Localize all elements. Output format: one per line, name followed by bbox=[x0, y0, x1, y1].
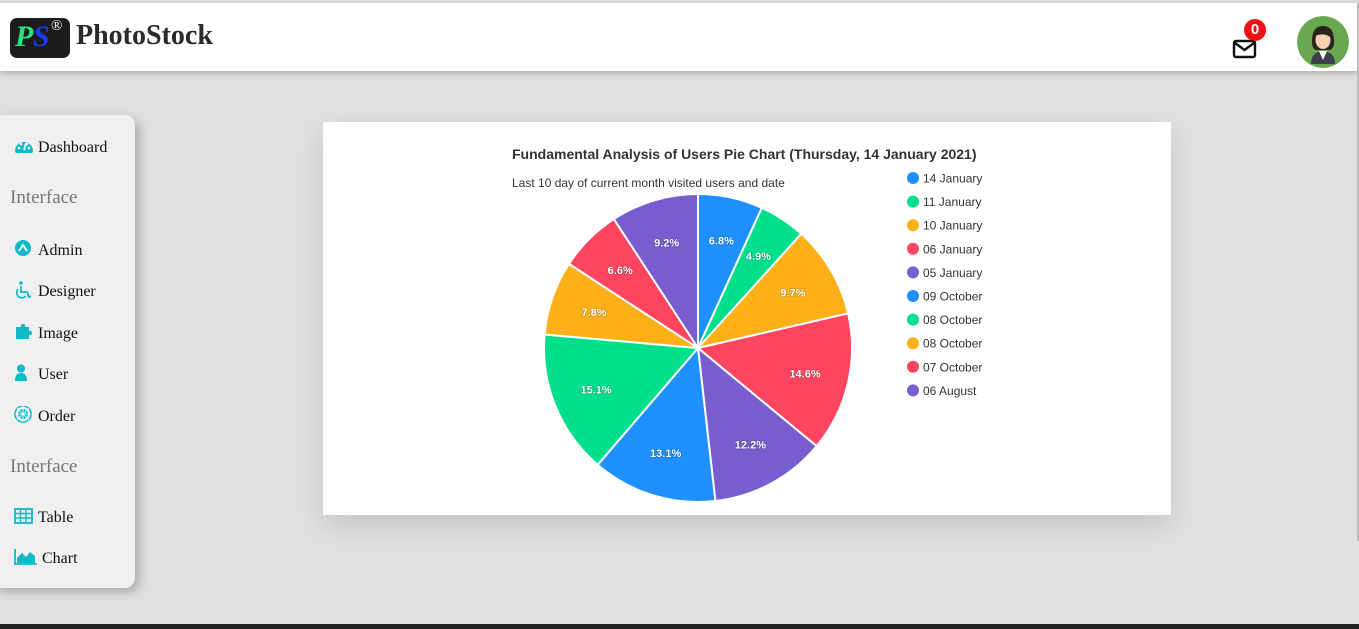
sidebar-item-chart[interactable]: Chart bbox=[14, 548, 78, 570]
pie-data-label: 6.6% bbox=[608, 265, 633, 277]
user-icon bbox=[15, 364, 27, 381]
legend-label: 06 January bbox=[923, 242, 982, 256]
legend-marker bbox=[907, 242, 919, 255]
sidebar-item-label: Dashboard bbox=[38, 139, 108, 156]
legend-item[interactable]: 08 October bbox=[907, 337, 982, 351]
pie-data-label: 9.7% bbox=[780, 287, 805, 299]
avatar-image bbox=[1297, 16, 1349, 68]
legend-marker bbox=[907, 219, 919, 232]
legend-label: 11 January bbox=[923, 195, 981, 209]
pie-slice[interactable] bbox=[612, 192, 699, 352]
sidebar-item-label: Image bbox=[38, 325, 78, 342]
pie-data-label: 9.2% bbox=[654, 238, 679, 250]
pie-slices bbox=[543, 192, 853, 503]
sidebar-item-dashboard[interactable]: Dashboard bbox=[14, 137, 107, 159]
area-chart-icon bbox=[14, 549, 37, 565]
pie-slice[interactable] bbox=[596, 345, 717, 503]
sidebar-item-label: Chart bbox=[42, 550, 78, 567]
legend-item[interactable]: 14 January bbox=[907, 172, 982, 186]
legend-label: 09 October bbox=[923, 290, 982, 304]
sidebar-item-image[interactable]: Image bbox=[14, 323, 78, 345]
legend-item[interactable]: 05 January bbox=[907, 266, 982, 280]
logo[interactable]: P S ® bbox=[10, 18, 70, 58]
pie-slice[interactable] bbox=[695, 312, 853, 448]
pie-slice[interactable] bbox=[696, 345, 819, 503]
sidebar-item-label: User bbox=[38, 366, 69, 383]
legend-item[interactable]: 07 October bbox=[907, 360, 982, 374]
legend-label: 06 August bbox=[923, 384, 977, 398]
avatar[interactable] bbox=[1297, 16, 1349, 68]
legend-item[interactable]: 08 October bbox=[907, 313, 982, 327]
admin-icon bbox=[15, 240, 31, 256]
pie-data-label: 14.6% bbox=[789, 368, 820, 380]
legend-marker bbox=[907, 313, 919, 326]
legend-label: 08 October bbox=[923, 313, 982, 327]
chart-subtitle: Last 10 day of current month visited use… bbox=[512, 176, 785, 190]
legend-label: 05 January bbox=[923, 266, 982, 280]
brand-name[interactable]: PhotoStock bbox=[76, 20, 213, 51]
legend-label: 14 January bbox=[923, 172, 982, 186]
sidebar-item-designer[interactable]: Designer bbox=[14, 281, 96, 303]
sidebar-section-title: Interface bbox=[10, 187, 78, 208]
legend-marker bbox=[907, 360, 919, 373]
chart-card: Fundamental Analysis of Users Pie Chart … bbox=[323, 122, 1171, 515]
legend-item[interactable]: 06 January bbox=[907, 242, 982, 256]
table-icon bbox=[14, 508, 33, 524]
legend-item[interactable]: 06 August bbox=[907, 384, 977, 398]
sidebar-item-label: Order bbox=[38, 408, 76, 425]
legend-label: 07 October bbox=[923, 360, 982, 374]
sidebar-item-user[interactable]: User bbox=[14, 364, 68, 386]
legend-marker bbox=[907, 172, 919, 184]
legend-label: 10 January bbox=[923, 219, 982, 233]
taskbar-edge bbox=[0, 624, 1359, 629]
legend-marker bbox=[907, 337, 919, 350]
puzzle-icon bbox=[16, 323, 33, 339]
sidebar-item-admin[interactable]: Admin bbox=[14, 240, 82, 262]
wheelchair-icon bbox=[15, 281, 32, 299]
chart-title: Fundamental Analysis of Users Pie Chart … bbox=[512, 146, 977, 162]
pie-data-label: 6.8% bbox=[709, 236, 734, 248]
sidebar-item-label: Admin bbox=[38, 242, 83, 259]
top-header: P S ® PhotoStock 0 bbox=[0, 3, 1359, 71]
sidebar-item-table[interactable]: Table bbox=[14, 507, 73, 529]
dashboard-icon bbox=[15, 142, 33, 153]
pie-data-label: 12.2% bbox=[735, 440, 766, 452]
page-border bbox=[1357, 3, 1359, 541]
logo-letter-p: P bbox=[15, 20, 34, 53]
legend-item[interactable]: 09 October bbox=[907, 290, 982, 304]
pie-data-label: 13.1% bbox=[650, 448, 681, 460]
pie-data-label: 15.1% bbox=[581, 384, 612, 396]
mail-icon[interactable] bbox=[1232, 38, 1258, 60]
sidebar: Dashboard Interface Admin Designer Image… bbox=[0, 115, 135, 588]
registered-mark: ® bbox=[51, 18, 63, 34]
legend-label: 08 October bbox=[923, 337, 982, 351]
legend-marker bbox=[907, 290, 919, 302]
chart-legend: 14 January 11 January 10 January 06 January… bbox=[907, 172, 982, 398]
pie-slice[interactable] bbox=[695, 232, 850, 350]
pie-slice[interactable] bbox=[543, 333, 701, 467]
legend-item[interactable]: 10 January bbox=[907, 219, 982, 233]
sidebar-section-title: Interface bbox=[10, 456, 78, 477]
order-icon bbox=[14, 406, 32, 423]
sidebar-item-label: Table bbox=[38, 509, 74, 526]
sidebar-item-order[interactable]: Order bbox=[14, 406, 75, 428]
legend-item[interactable]: 11 January bbox=[907, 195, 981, 209]
sidebar-item-label: Designer bbox=[38, 283, 96, 300]
pie-data-labels: 6.8% 4.9% 9.7% 14.6% 12.2% 13.1% 15.1% 7.8% 6.6%… bbox=[580, 235, 822, 461]
legend-marker bbox=[907, 384, 919, 397]
legend-marker bbox=[907, 266, 919, 279]
logo-letter-s: S bbox=[33, 20, 50, 53]
notification-badge[interactable]: 0 bbox=[1244, 19, 1266, 41]
legend-marker bbox=[907, 195, 919, 208]
pie-data-label: 4.9% bbox=[746, 251, 771, 263]
pie-chart: Fundamental Analysis of Users Pie Chart … bbox=[512, 146, 982, 503]
pie-data-label: 7.8% bbox=[582, 307, 607, 319]
